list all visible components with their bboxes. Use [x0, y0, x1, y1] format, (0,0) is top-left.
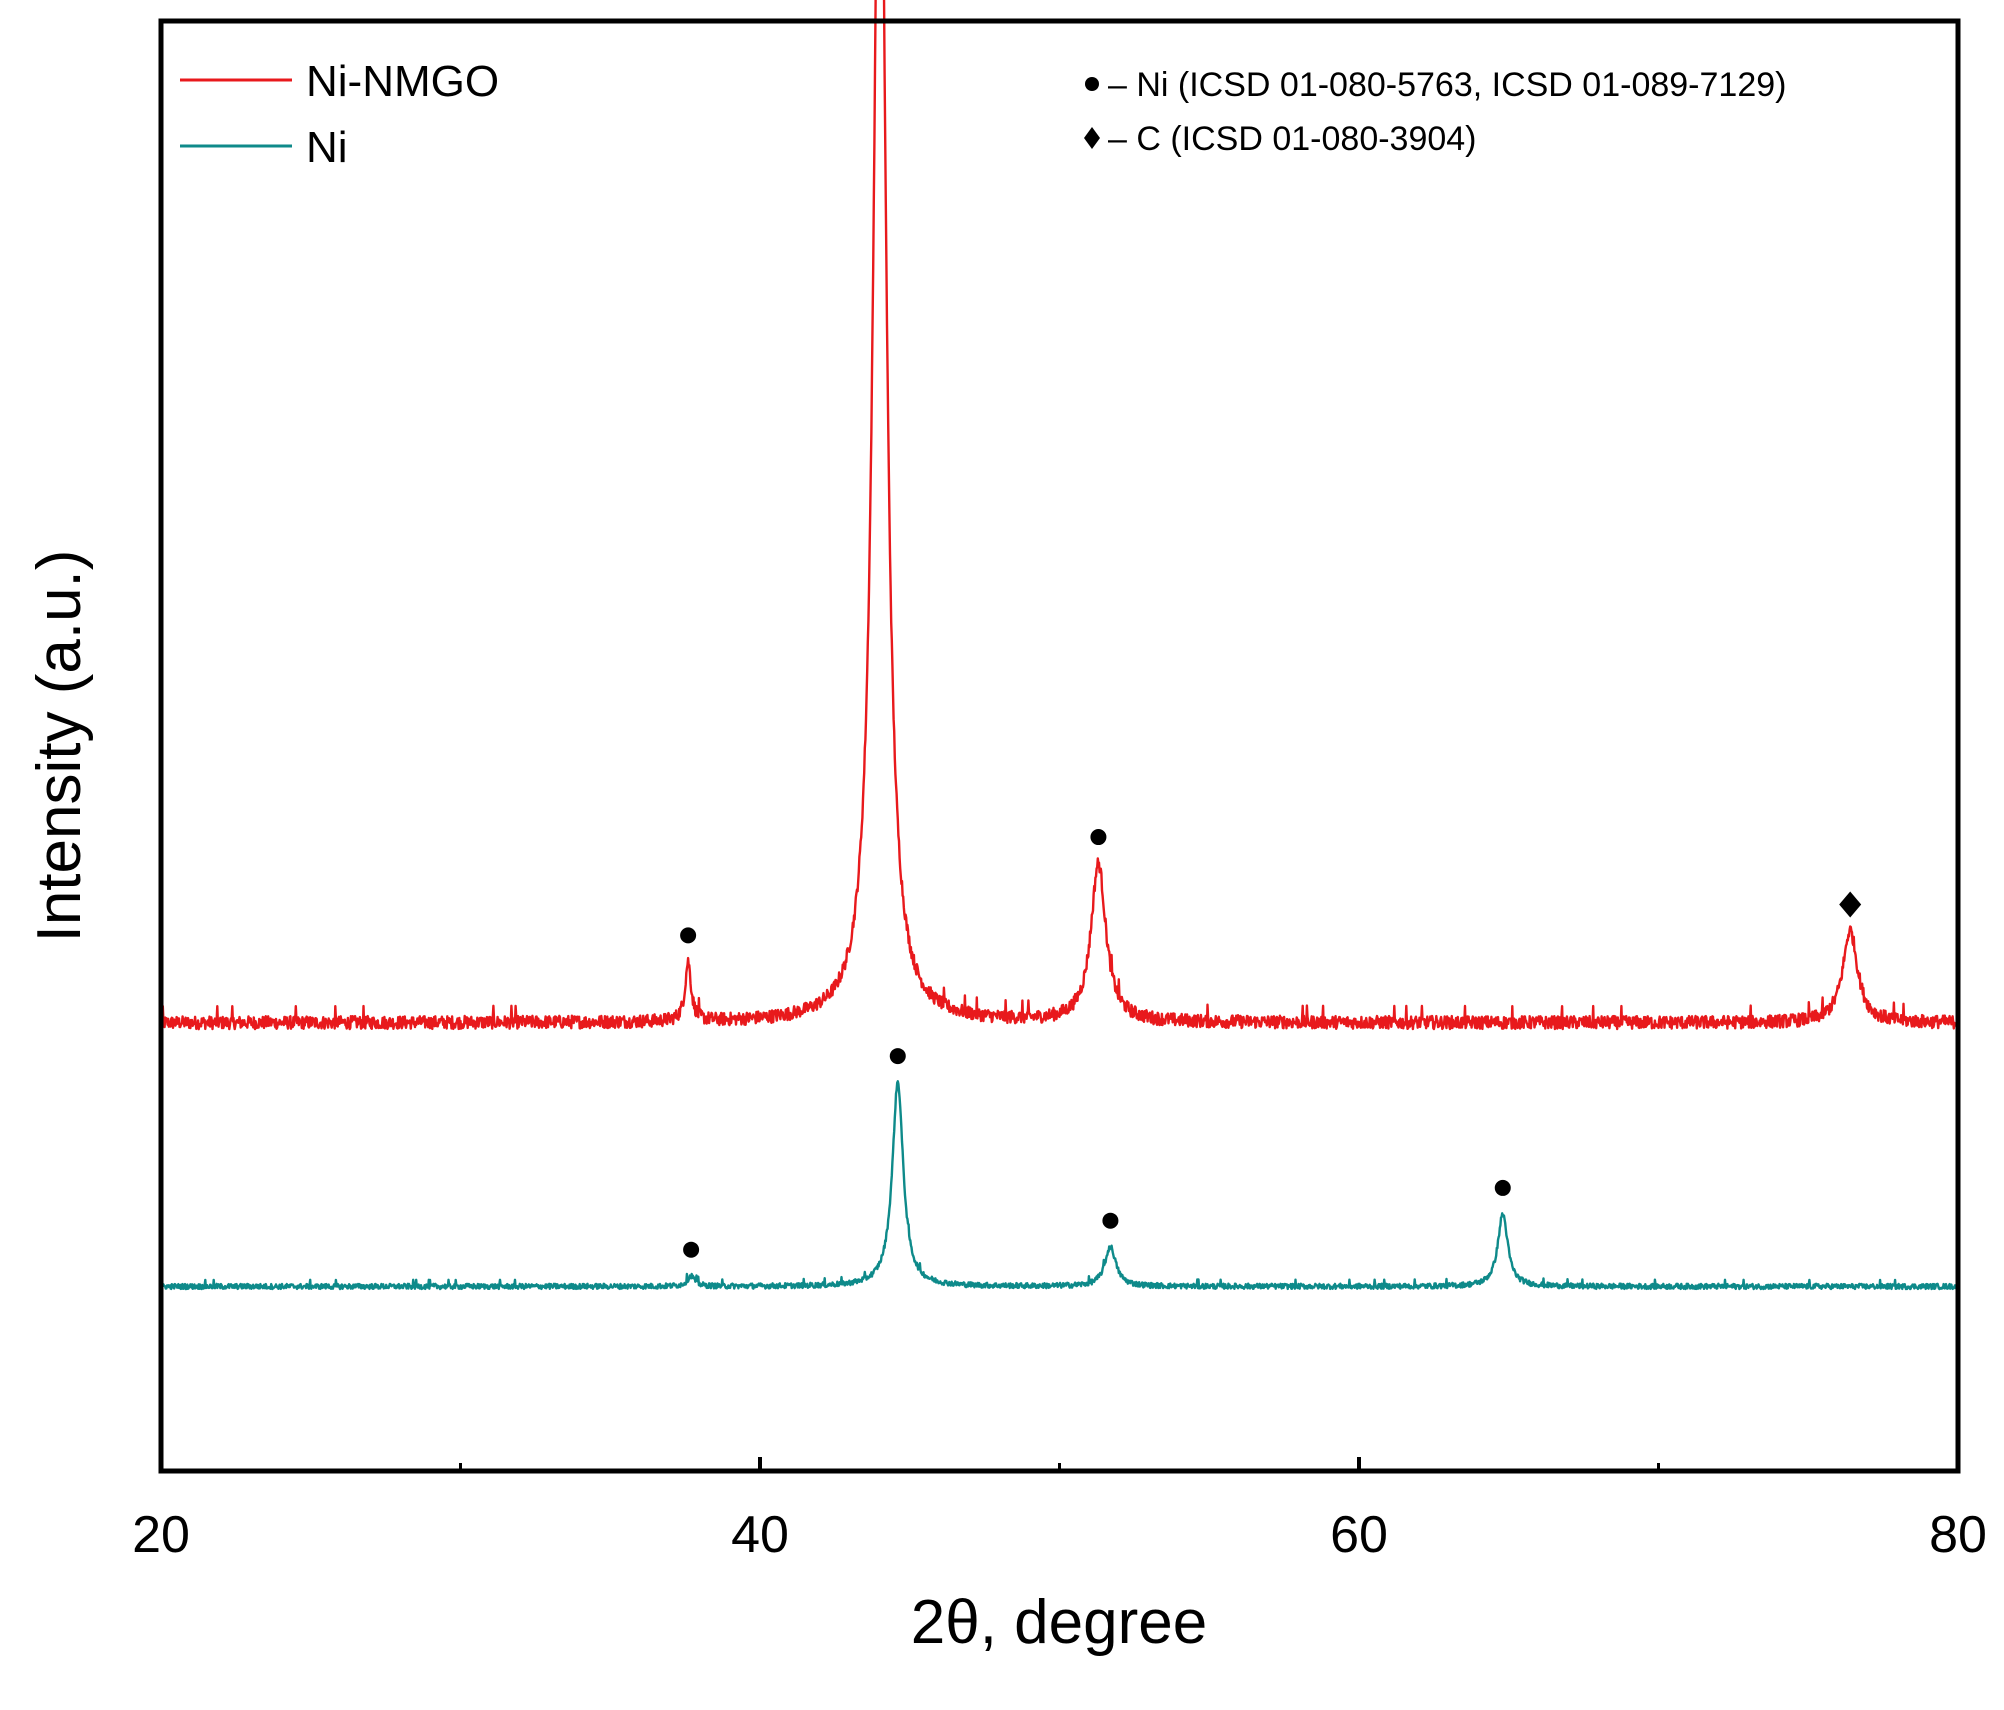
- x-axis-title: 2θ, degree: [911, 1588, 1207, 1657]
- x-tick-label-80: 80: [1929, 1506, 1987, 1564]
- x-tick-label-40: 40: [731, 1506, 789, 1564]
- series-line-ni-nmgo: [159, 0, 1960, 1031]
- peak-marker-ni-2: [1102, 1212, 1119, 1229]
- x-tick-label-20: 20: [132, 1506, 190, 1564]
- c-phase-symbol: [1084, 127, 1100, 149]
- y-axis-title: Intensity (a.u.): [25, 550, 94, 943]
- series-line-ni: [160, 1080, 1960, 1291]
- peak-marker-layer: [680, 829, 1862, 1258]
- peak-marker-ni-3: [1494, 1179, 1511, 1196]
- peak-marker-ni-nmgo-2: [1090, 829, 1107, 846]
- ni-phase-symbol: [1085, 77, 1099, 91]
- x-tick-label-60: 60: [1330, 1506, 1388, 1564]
- legend-label-ni-nmgo: Ni-NMGO: [306, 57, 499, 106]
- peak-marker-ni-0: [683, 1241, 700, 1258]
- legend: Ni-NMGO Ni: [180, 57, 499, 172]
- peak-marker-ni-nmgo-0: [680, 927, 697, 944]
- phase-reference-annotations: – Ni (ICSD 01-080-5763, ICSD 01-089-7129…: [1084, 66, 1786, 158]
- legend-label-ni: Ni: [306, 123, 348, 172]
- c-phase-reference: – C (ICSD 01-080-3904): [1108, 120, 1477, 158]
- plot-frame: [158, 18, 1961, 1474]
- peak-marker-ni-nmgo-3: [1839, 891, 1862, 918]
- x-axis-ticks: 20 40 60 80: [132, 1457, 1987, 1564]
- series-layer: [159, 0, 1960, 1291]
- ni-phase-reference: – Ni (ICSD 01-080-5763, ICSD 01-089-7129…: [1108, 66, 1786, 104]
- peak-marker-ni-1: [889, 1048, 906, 1065]
